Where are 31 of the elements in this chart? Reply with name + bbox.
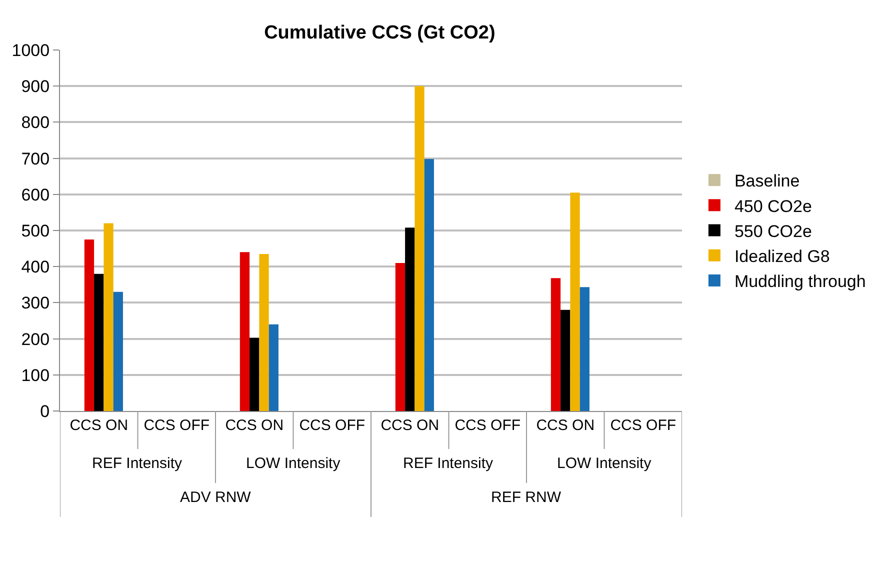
text: REF Intensity (403, 455, 494, 472)
legend-label: Baseline (734, 172, 800, 191)
y-tick-label: 1000 (12, 40, 50, 60)
x-tick-label: CCS ON (70, 417, 128, 434)
legend-label: 550 CO2e (734, 222, 812, 241)
y-tick-label: 900 (21, 77, 50, 96)
y-tick-label: 0 (40, 402, 50, 421)
text: REF RNW (491, 489, 562, 506)
legend-label: Idealized G8 (734, 246, 830, 266)
text: LOW Intensity (246, 455, 341, 472)
text: LOW Intensity (557, 455, 652, 472)
x-tick-label: CCS OFF (454, 417, 521, 434)
legend-label: Muddling through (734, 272, 866, 292)
chart-title: Cumulative CCS (Gt CO2) (264, 22, 496, 44)
x-tick-label: CCS OFF (299, 417, 366, 434)
y-tick-label: 300 (21, 294, 50, 313)
y-tick-label: 400 (21, 258, 50, 277)
y-tick-label: 600 (21, 185, 50, 204)
x-tick-label: CCS OFF (610, 417, 676, 434)
text: REF Intensity (92, 455, 183, 472)
y-tick-label: 700 (21, 149, 50, 168)
text: ADV RNW (180, 489, 252, 506)
y-tick-label: 100 (21, 366, 50, 385)
x-tick-label: CCS ON (225, 417, 284, 434)
x-tick-label: CCS ON (380, 417, 440, 434)
legend-label: 450 CO2e (734, 196, 812, 216)
y-tick-label: 500 (21, 221, 50, 240)
y-tick-label: 200 (21, 330, 50, 349)
x-tick-label: CCS OFF (144, 417, 210, 434)
x-tick-label: CCS ON (536, 417, 595, 434)
y-tick-label: 800 (21, 113, 50, 132)
